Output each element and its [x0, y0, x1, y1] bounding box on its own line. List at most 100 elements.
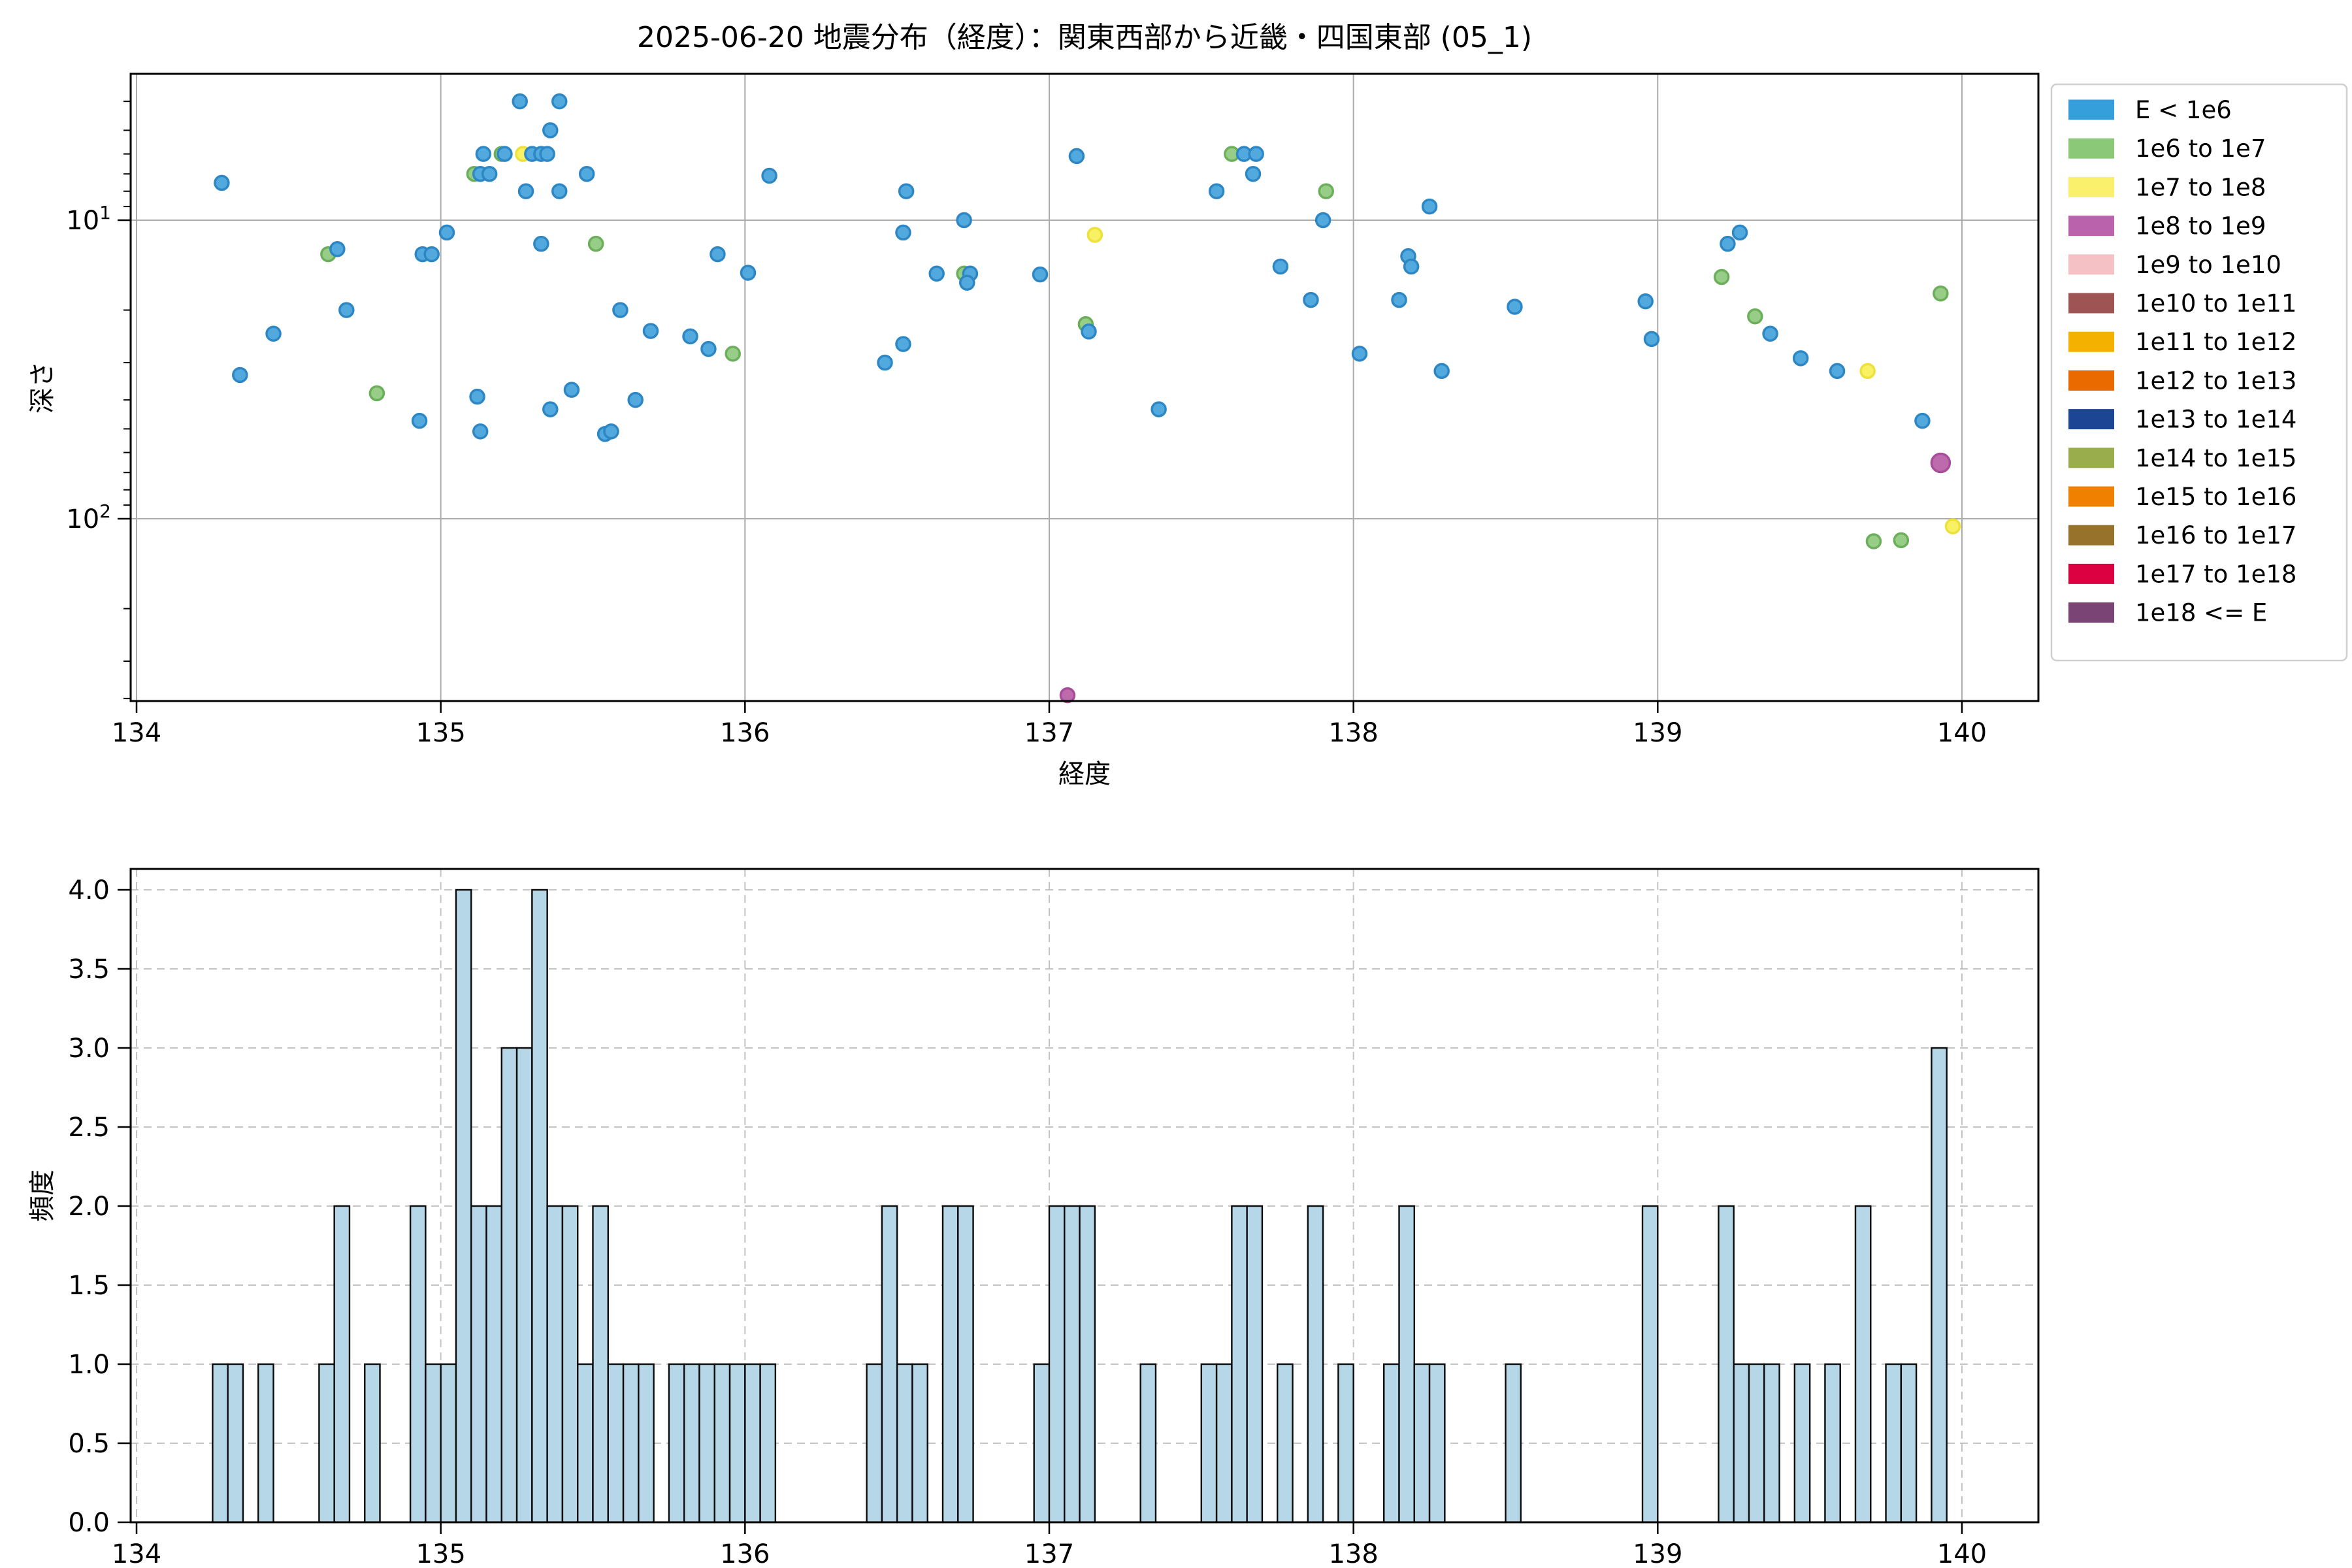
scatter-point — [898, 183, 915, 199]
legend-label: 1e17 to 1e18 — [2135, 560, 2296, 588]
scatter-point — [1792, 350, 1809, 367]
legend-swatch — [2068, 331, 2114, 352]
scatter-point — [542, 122, 559, 139]
scatter-point — [1032, 266, 1049, 283]
histogram-bar — [500, 1047, 518, 1524]
histogram-bar — [1337, 1363, 1354, 1524]
scatter-point — [475, 146, 492, 162]
histogram-bar — [1885, 1363, 1903, 1524]
scatter-point — [338, 302, 355, 318]
histogram-bar — [713, 1363, 731, 1524]
histogram-bar — [515, 1047, 533, 1524]
legend-item: 1e12 to 1e13 — [2068, 367, 2296, 395]
scatter-point — [578, 165, 595, 182]
histogram-bar — [1793, 1363, 1811, 1524]
legend-swatch — [2068, 254, 2114, 275]
histogram-bar — [1048, 1205, 1066, 1524]
histogram-bar — [1064, 1205, 1081, 1524]
scatter-point — [329, 241, 346, 257]
legend-item: 1e13 to 1e14 — [2068, 406, 2296, 434]
histogram-bar — [622, 1363, 640, 1524]
scatter-point — [1731, 224, 1748, 241]
scatter-point — [642, 323, 659, 339]
histogram-bar — [607, 1363, 625, 1524]
legend-label: 1e13 to 1e14 — [2135, 406, 2296, 434]
scatter-point — [1208, 183, 1225, 199]
histogram-bar — [866, 1363, 883, 1524]
y-tick-label: 101 — [66, 202, 111, 236]
legend-item: 1e6 to 1e7 — [2068, 135, 2266, 163]
x-tick-label: 139 — [1633, 1539, 1682, 1568]
legend-label: 1e14 to 1e15 — [2135, 444, 2296, 472]
scatter-point — [563, 382, 580, 398]
scatter-point — [533, 235, 549, 252]
legend-label: 1e15 to 1e16 — [2135, 483, 2296, 511]
histogram-bar — [1398, 1205, 1415, 1524]
x-tick-label: 136 — [720, 1539, 770, 1568]
histogram-bar — [759, 1363, 777, 1524]
histogram-bar — [668, 1363, 685, 1524]
histogram-bar — [1763, 1363, 1780, 1524]
scatter-point — [472, 423, 489, 440]
histogram-bar — [1215, 1363, 1233, 1524]
histogram-bar — [440, 1363, 457, 1524]
y-tick-label: 3.5 — [68, 955, 110, 985]
scatter-point — [438, 224, 455, 241]
legend-label: 1e18 <= E — [2135, 599, 2267, 627]
scatter-point — [1762, 325, 1778, 342]
histogram-bar — [683, 1363, 700, 1524]
scatter-point — [1944, 518, 1961, 534]
scatter-point — [603, 423, 619, 440]
legend-item: 1e9 to 1e10 — [2068, 251, 2281, 279]
legend-label: E < 1e6 — [2135, 96, 2232, 124]
histogram-bar — [212, 1363, 229, 1524]
scatter-point — [1086, 227, 1103, 243]
scatter-point — [232, 367, 248, 384]
legend-box — [2050, 83, 2348, 662]
scatter-point — [895, 336, 911, 352]
legend-label: 1e16 to 1e17 — [2135, 521, 2296, 549]
x-tick-label: 135 — [416, 718, 465, 748]
scatter-point — [1151, 401, 1167, 417]
scatter-point — [1303, 291, 1319, 308]
scatter-point — [895, 224, 911, 241]
histogram-bar — [561, 1205, 579, 1524]
x-tick-label: 139 — [1633, 718, 1682, 748]
histogram-bar — [227, 1363, 244, 1524]
histogram-bar — [1139, 1363, 1157, 1524]
scatter-point — [1059, 687, 1076, 704]
legend-swatch — [2068, 138, 2114, 159]
histogram-bar — [744, 1363, 761, 1524]
legend-swatch — [2068, 525, 2114, 546]
histogram-bar — [698, 1363, 715, 1524]
histogram-axes-box — [129, 868, 2040, 1524]
legend-item: 1e15 to 1e16 — [2068, 483, 2296, 511]
scatter-point — [1507, 299, 1523, 315]
scatter-point — [517, 183, 534, 199]
y-tick-label: 2.5 — [68, 1113, 110, 1143]
histogram-bar — [577, 1363, 594, 1524]
scatter-point — [1865, 533, 1882, 549]
scatter-point — [928, 265, 945, 282]
scatter-ylabel: 深さ — [27, 361, 57, 414]
legend-item: 1e18 <= E — [2068, 599, 2267, 627]
y-tick-label: 0.5 — [68, 1429, 110, 1459]
scatter-xlabel: 経度 — [1058, 759, 1111, 789]
scatter-point — [542, 401, 559, 417]
legend-swatch — [2068, 563, 2114, 584]
x-tick-label: 138 — [1328, 718, 1378, 748]
histogram-bar — [1033, 1363, 1051, 1524]
x-tick-label: 137 — [1024, 1539, 1074, 1568]
histogram-bar — [485, 1205, 502, 1524]
scatter-point — [1720, 235, 1736, 252]
scatter-point — [1403, 258, 1420, 275]
scatter-point — [539, 146, 555, 162]
scatter-point — [612, 302, 629, 318]
scatter-point — [1081, 323, 1097, 340]
legend-item: 1e14 to 1e15 — [2068, 444, 2296, 472]
y-tick-label: 102 — [66, 500, 111, 534]
legend-item: 1e8 to 1e9 — [2068, 212, 2266, 240]
histogram-bar — [957, 1205, 974, 1524]
